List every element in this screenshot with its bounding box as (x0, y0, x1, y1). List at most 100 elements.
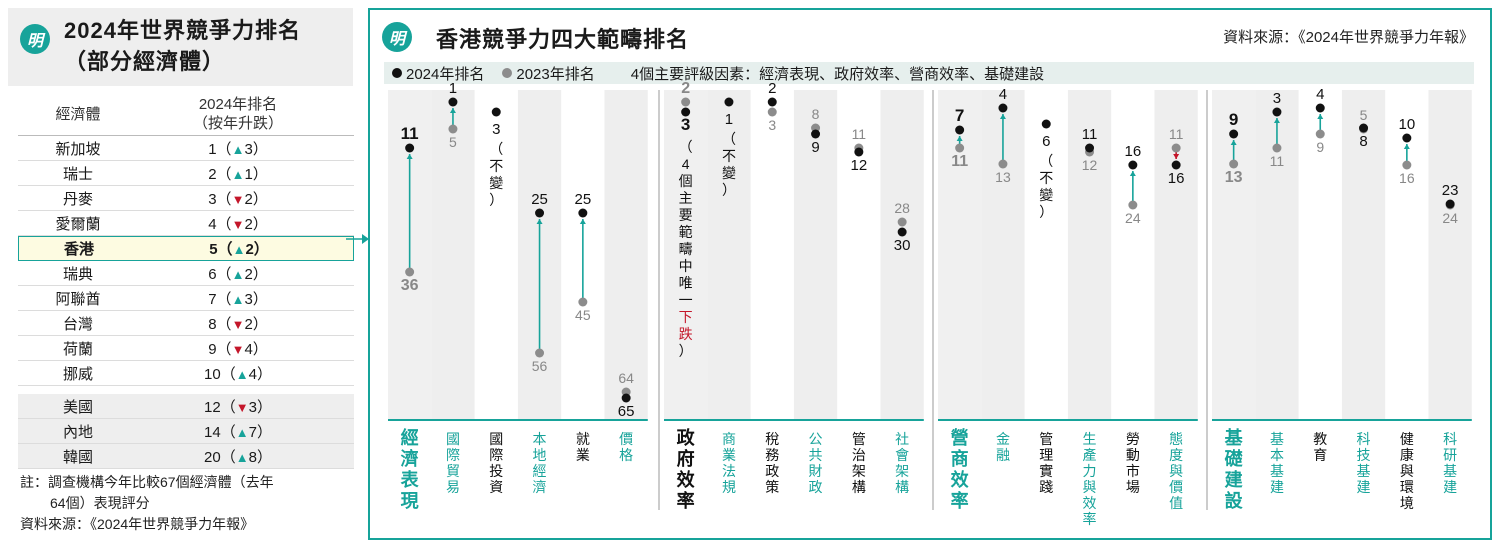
svg-text:表: 表 (401, 469, 420, 490)
svg-text:度: 度 (1169, 447, 1183, 463)
svg-text:基: 基 (1270, 431, 1284, 447)
economy-rank: 10（▲4） (204, 365, 272, 383)
svg-text:效: 效 (677, 469, 696, 490)
dot-2024 (535, 208, 545, 218)
svg-text:際: 際 (489, 447, 503, 463)
ranking-row: 新加坡 1（▲3） (18, 136, 354, 161)
svg-text:教: 教 (1313, 431, 1327, 447)
dot-2024 (681, 107, 691, 117)
economy-rank: 14（▲7） (204, 423, 272, 441)
svg-text:理: 理 (1039, 447, 1053, 463)
value-2023-label: 64 (618, 370, 634, 386)
footnote-line2: 64個）表現評分 (50, 495, 150, 511)
dot-2023 (1402, 160, 1412, 170)
ranking-row: 內地 14（▲7） (18, 419, 354, 444)
svg-text:效: 效 (951, 469, 970, 490)
svg-text:治: 治 (852, 447, 866, 463)
dot-2024 (1315, 103, 1325, 113)
value-2024-label: 7 (955, 106, 964, 125)
value-2023-label: 45 (575, 307, 591, 323)
rank-column-header: 2024年排名 （按年升跌） (138, 95, 338, 133)
column-stripe (431, 90, 475, 420)
svg-text:率: 率 (677, 490, 695, 511)
svg-text:商: 商 (722, 431, 736, 447)
svg-text:實: 實 (1039, 463, 1053, 479)
dot-2024 (1359, 123, 1369, 133)
value-2024-label: 1 (449, 80, 457, 97)
dot-2024 (1085, 143, 1095, 153)
svg-text:建: 建 (1443, 479, 1457, 495)
svg-text:構: 構 (895, 479, 909, 495)
value-2024-label: 4 (999, 86, 1007, 103)
column-stripe (1341, 90, 1386, 420)
svg-text:經: 經 (533, 463, 547, 479)
chart-legend: 2024年排名 2023年排名 4個主要評級因素：經濟表現、政府效率、營商效率、… (384, 62, 1474, 84)
value-2024-label: 25 (575, 191, 592, 208)
dot-2023 (955, 143, 965, 153)
dot-2024 (897, 227, 907, 237)
svg-text:資: 資 (489, 479, 503, 495)
only-decline-highlight: 下跌 (679, 309, 693, 342)
rise-arrow-icon (1273, 118, 1280, 123)
svg-text:踐: 踐 (1039, 479, 1053, 495)
economy-rank: 7（▲3） (208, 290, 268, 308)
svg-text:效: 效 (1083, 495, 1097, 511)
svg-text:要: 要 (679, 207, 693, 223)
svg-text:）: ） (1039, 204, 1053, 220)
value-2023-label: 11 (1169, 126, 1184, 142)
svg-text:產: 產 (1083, 447, 1097, 463)
dot-2024 (1272, 107, 1282, 117)
dot-2023 (681, 97, 691, 107)
value-2024-label: 12 (851, 157, 868, 174)
dot-2024 (448, 97, 458, 107)
value-2023-label: 11 (1270, 153, 1285, 169)
column-label: 基礎建設 (1224, 427, 1244, 511)
value-2023-label: 2 (681, 80, 690, 97)
svg-text:就: 就 (576, 431, 590, 447)
svg-text:構: 構 (852, 479, 866, 495)
ranking-source: 資料來源：《2024年世界競爭力年報》 (20, 516, 255, 532)
svg-text:設: 設 (1225, 490, 1244, 511)
svg-text:主: 主 (679, 190, 693, 206)
economy-name: 阿聯酋 (55, 290, 101, 308)
column-stripe (604, 90, 648, 420)
legend-dot-2023 (502, 68, 513, 78)
value-2024-label: 3 (492, 121, 500, 138)
value-2024-label: 23 (1442, 182, 1459, 199)
value-2023-label: 24 (1442, 210, 1458, 226)
rise-arrow-icon (406, 154, 413, 159)
svg-text:價: 價 (1169, 479, 1183, 495)
svg-text:不: 不 (722, 148, 736, 164)
economy-rank: 4（▼2） (208, 215, 268, 233)
svg-text:國: 國 (489, 431, 503, 447)
economy-rank: 8（▼2） (208, 315, 268, 333)
value-2024-label: 25 (531, 191, 548, 208)
rise-arrow-icon (956, 136, 963, 141)
svg-text:市: 市 (1126, 463, 1140, 479)
dot-2023 (998, 159, 1008, 169)
ranking-row: 韓國 20（▲8） (18, 444, 354, 469)
svg-text:科: 科 (1357, 431, 1371, 447)
economy-rank: 20（▲8） (204, 448, 272, 466)
svg-text:範: 範 (679, 224, 693, 240)
svg-text:基: 基 (1443, 463, 1457, 479)
svg-text:公: 公 (809, 431, 823, 447)
svg-text:架: 架 (895, 463, 909, 479)
value-2023-label: 8 (812, 106, 820, 122)
dot-2024 (1171, 160, 1181, 170)
value-2023-label: 36 (401, 277, 419, 294)
only-decline-note-end: ） (679, 343, 693, 359)
svg-text:投: 投 (489, 463, 503, 479)
rise-arrow-icon (1129, 171, 1136, 176)
ranking-row: 香港 5（▲2） (18, 236, 354, 261)
dot-2023 (1229, 159, 1239, 169)
value-2024-label: 3 (1273, 90, 1281, 107)
ranking-panel-header: 明 2024年世界競爭力排名 （部分經濟體） (8, 8, 353, 86)
svg-text:策: 策 (765, 479, 779, 495)
svg-text:個: 個 (679, 173, 693, 189)
svg-text:研: 研 (1443, 447, 1457, 463)
rank-up-icon: ▲ (232, 242, 246, 257)
ming-pao-logo: 明 (20, 24, 50, 54)
